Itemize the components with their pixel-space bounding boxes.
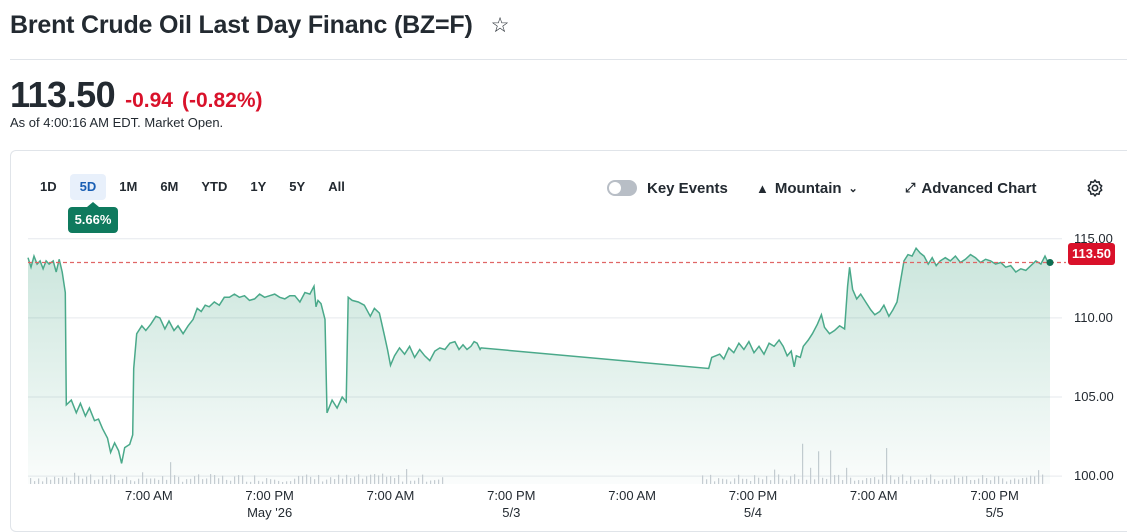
advanced-chart-button[interactable]: ⤢ Advanced Chart (905, 176, 1036, 200)
last-price-marker (1046, 258, 1054, 266)
current-price: 113.50 (10, 74, 116, 115)
title-row: Brent Crude Oil Last Day Financ (BZ=F) ☆ (10, 8, 509, 42)
date-label: 5/5 (985, 505, 1004, 520)
y-tick-label: 105.00 (1074, 388, 1114, 404)
range-change-badge: 5.66% (68, 202, 118, 233)
tab-1m[interactable]: 1M (119, 179, 138, 194)
x-tick-label: 7:00 PM (728, 488, 778, 503)
tab-5d[interactable]: 5D (69, 174, 107, 200)
tab-6m[interactable]: 6M (160, 179, 179, 194)
current-price-tag: 113.50 (1068, 243, 1115, 265)
tab-1y[interactable]: 1Y (250, 179, 267, 194)
x-tick-label: 7:00 AM (608, 488, 656, 503)
range-tabs: 1D 5D 1M 6M YTD 1Y 5Y All (30, 174, 358, 200)
chart-type-label: Mountain (774, 179, 842, 197)
tab-ytd[interactable]: YTD (201, 179, 228, 194)
star-outline-icon[interactable]: ☆ (490, 13, 510, 37)
key-events-label: Key Events (647, 179, 728, 197)
chevron-down-icon: ⌄ (848, 182, 858, 195)
toggle-knob (609, 182, 621, 194)
page-title: Brent Crude Oil Last Day Financ (BZ=F) (10, 10, 473, 39)
price-line (27, 246, 1050, 464)
x-tick-label: 7:00 PM (970, 488, 1019, 503)
quote-row: 113.50 -0.94 (-0.82%) (10, 74, 263, 116)
advanced-chart-label: Advanced Chart (921, 179, 1037, 197)
key-events-toggle[interactable]: Key Events (607, 176, 728, 200)
y-tick-label: 115.00 (1074, 230, 1113, 246)
mountain-icon: ▲ (756, 180, 769, 196)
y-tick-label: 100.00 (1074, 468, 1114, 484)
x-tick-label: 7:00 AM (366, 488, 415, 503)
x-tick-label: 7:00 PM (245, 488, 294, 503)
quote-timestamp: As of 4:00:16 AM EDT. Market Open. (10, 115, 224, 130)
price-change-percent: (-0.82%) (182, 89, 263, 112)
expand-icon: ⤢ (905, 180, 916, 195)
tab-5y[interactable]: 5Y (289, 179, 306, 194)
price-area-fill (28, 248, 1050, 484)
toggle-switch[interactable] (607, 180, 637, 196)
tab-1d[interactable]: 1D (40, 179, 57, 194)
price-change: -0.94 (125, 89, 173, 112)
chart-type-dropdown[interactable]: ▲ Mountain ⌄ (756, 176, 858, 200)
tab-all[interactable]: All (328, 179, 345, 194)
x-tick-label: 7:00 PM (487, 488, 536, 503)
header-divider (10, 59, 1127, 60)
x-tick-label: 7:00 AM (124, 488, 173, 503)
y-tick-label: 110.00 (1074, 309, 1113, 325)
date-label: 5/4 (743, 505, 762, 520)
date-label: 5/3 (502, 505, 521, 520)
gear-icon[interactable] (1085, 178, 1105, 198)
x-tick-label: 7:00 AM (849, 488, 898, 503)
date-label: May '26 (247, 505, 293, 520)
